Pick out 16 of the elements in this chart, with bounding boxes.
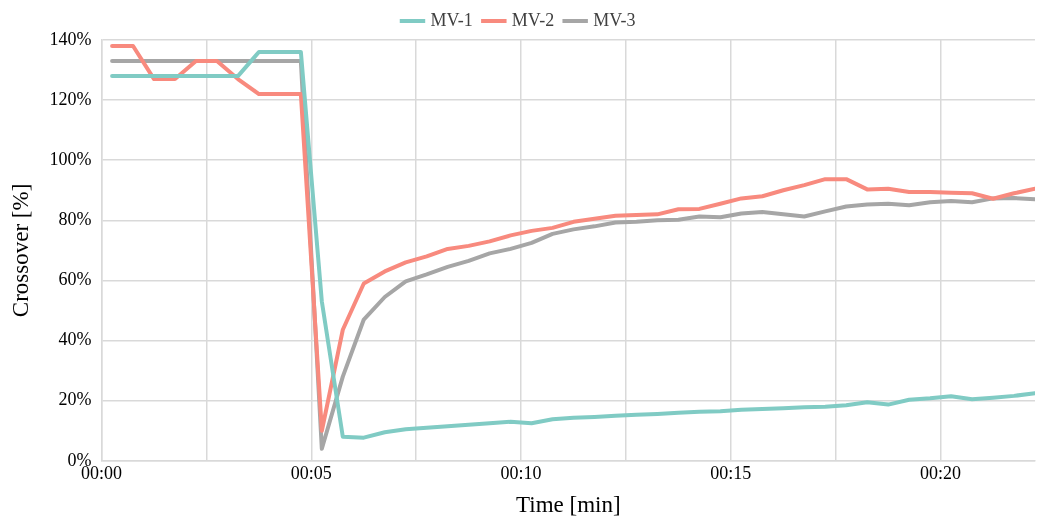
x-tick-label: 00:05 <box>290 463 332 484</box>
y-tick-label: 20% <box>58 389 92 410</box>
legend-label: MV-3 <box>593 9 636 30</box>
y-axis-title: Crossover [%] <box>7 183 33 318</box>
legend-label: MV-1 <box>430 9 473 30</box>
y-tick-label: 100% <box>49 148 92 169</box>
y-tick-label: 140% <box>49 28 92 49</box>
y-tick-label: 40% <box>58 329 92 350</box>
legend-label: MV-2 <box>511 9 555 30</box>
x-axis-title: Time [min] <box>516 492 621 518</box>
x-tick-label: 00:15 <box>710 463 752 484</box>
x-tick-label: 00:10 <box>500 463 542 484</box>
y-tick-label: 120% <box>49 88 92 109</box>
y-tick-label: 80% <box>58 209 92 230</box>
y-tick-label: 60% <box>58 269 92 290</box>
x-tick-label: 00:20 <box>920 463 962 484</box>
